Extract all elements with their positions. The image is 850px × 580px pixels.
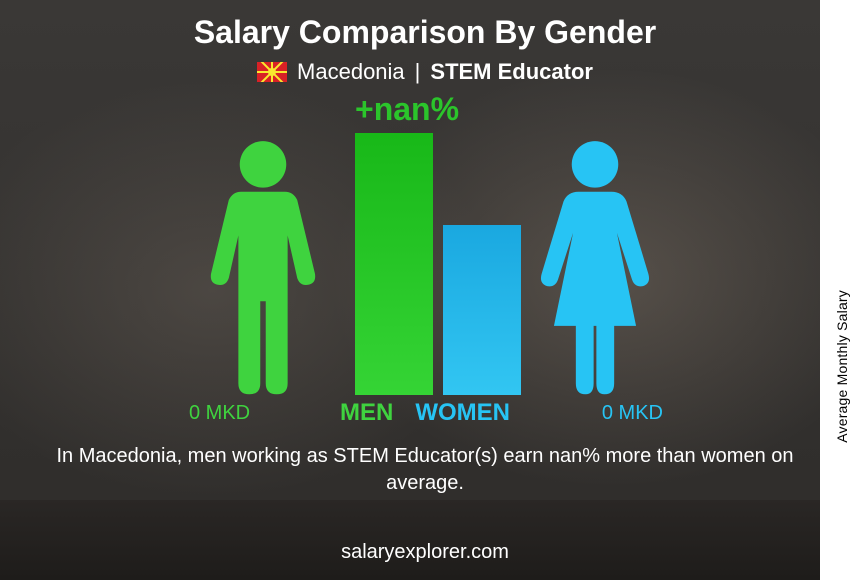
- job-title-label: STEM Educator: [430, 59, 593, 85]
- subtitle-row: Macedonia | STEM Educator: [257, 59, 593, 85]
- caption-text: In Macedonia, men working as STEM Educat…: [55, 443, 795, 497]
- macedonia-flag-icon: [257, 62, 287, 82]
- women-bar: [443, 225, 521, 395]
- men-bar: [355, 133, 433, 395]
- women-value: 0 MKD: [602, 402, 663, 425]
- women-bar-fill: [443, 225, 521, 395]
- men-category-label: MEN: [340, 399, 393, 427]
- women-category-label: WOMEN: [415, 399, 510, 427]
- men-bar-fill: [355, 133, 433, 395]
- page-title: Salary Comparison By Gender: [194, 14, 656, 51]
- y-axis-label: Average Monthly Salary: [834, 290, 850, 443]
- footer-source: salaryexplorer.com: [341, 541, 509, 564]
- infographic-content: Salary Comparison By Gender Macedonia | …: [0, 0, 850, 580]
- difference-percentage: +nan%: [355, 91, 459, 128]
- country-label: Macedonia: [297, 59, 405, 85]
- separator: |: [415, 59, 421, 85]
- male-person-icon: [193, 137, 333, 397]
- female-person-icon: [525, 137, 665, 397]
- comparison-chart: +nan% 0 MKD MEN WOMEN 0 MKD: [145, 91, 705, 421]
